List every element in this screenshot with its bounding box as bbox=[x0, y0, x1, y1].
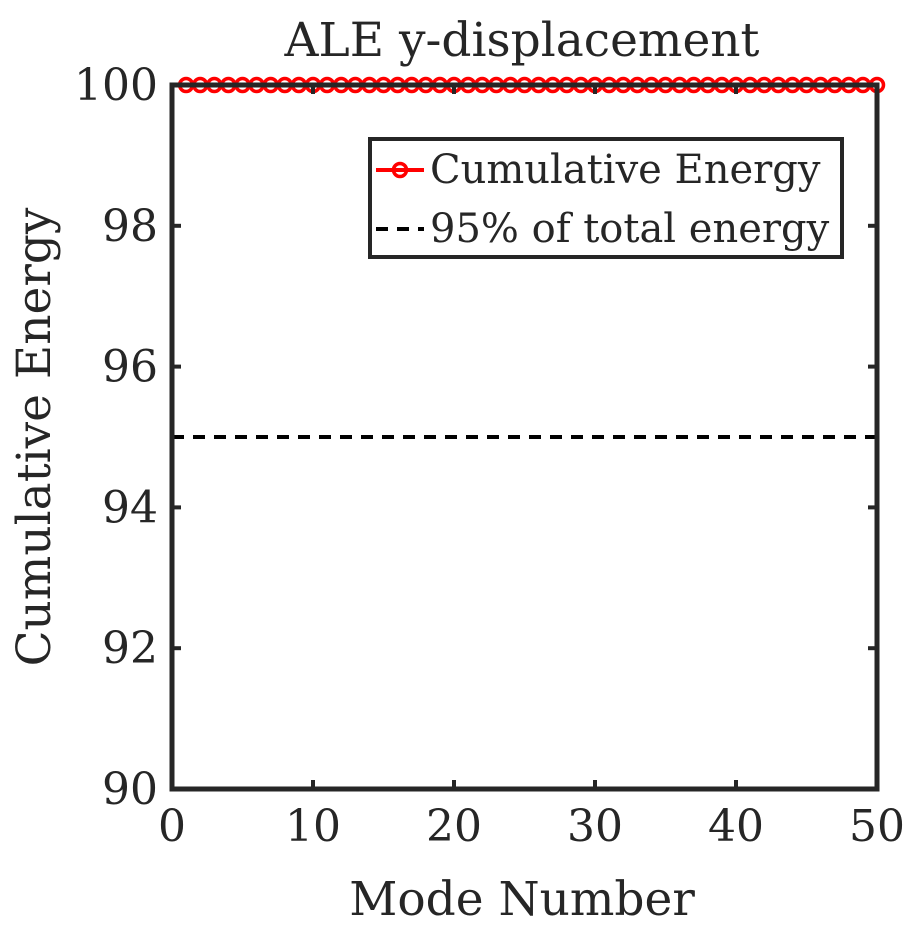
legend-label-cumulative: Cumulative Energy bbox=[430, 147, 821, 193]
y-axis-label: Cumulative Energy bbox=[7, 207, 62, 666]
legend-box bbox=[368, 137, 844, 259]
x-tick-label: 20 bbox=[426, 801, 482, 852]
x-axis-label: Mode Number bbox=[349, 872, 695, 927]
x-tick-label: 30 bbox=[567, 801, 623, 852]
y-tick-label: 94 bbox=[102, 482, 158, 533]
legend: Cumulative Energy 95% of total energy bbox=[368, 137, 844, 259]
ticks-layer: 0 10 20 30 40 50 90 92 94 96 98 100 bbox=[74, 60, 905, 852]
x-tick-label: 50 bbox=[849, 801, 905, 852]
y-tick-label: 96 bbox=[102, 342, 158, 393]
y-tick-label: 98 bbox=[102, 201, 158, 252]
x-tick-label: 10 bbox=[285, 801, 341, 852]
y-tick-label: 90 bbox=[102, 764, 158, 815]
legend-label-threshold: 95% of total energy bbox=[430, 206, 830, 252]
legend-swatch-marker-cumulative bbox=[391, 161, 409, 179]
y-tick-label: 100 bbox=[74, 60, 158, 111]
x-tick-label: 40 bbox=[708, 801, 764, 852]
x-tick-label: 0 bbox=[158, 801, 186, 852]
plot-area-frame bbox=[169, 82, 880, 792]
y-tick-label: 92 bbox=[102, 623, 158, 674]
chart-title: ALE y-displacement bbox=[284, 13, 760, 68]
